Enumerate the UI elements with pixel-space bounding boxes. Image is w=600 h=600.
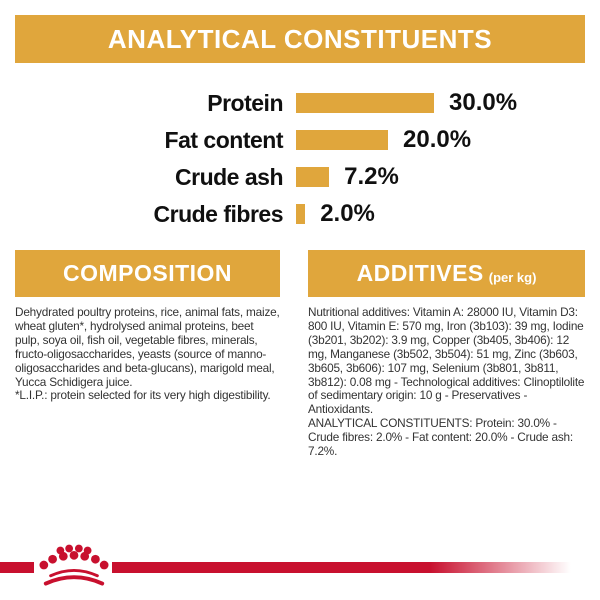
chart-value: 2.0% — [320, 200, 375, 227]
additives-text: Nutritional additives: Vitamin A: 28000 … — [308, 305, 585, 417]
chart-value: 20.0% — [403, 126, 472, 153]
additives-title: ADDITIVES — [356, 260, 484, 286]
analytical-constituents-header: ANALYTICAL CONSTITUENTS — [15, 15, 585, 63]
brand-stripe-right — [112, 562, 580, 573]
brand-stripe-left — [0, 562, 34, 573]
additives-analytical-text: ANALYTICAL CONSTITUENTS: Protein: 30.0% … — [308, 416, 573, 459]
chart-row-label: Crude fibres — [153, 200, 284, 227]
additives-header: ADDITIVES (per kg) — [308, 250, 585, 297]
chart-bar — [296, 167, 330, 187]
additives-title-suffix: (per kg) — [488, 269, 537, 285]
chart-row: Fat content 20.0% — [15, 126, 585, 153]
composition-footnote: *L.I.P.: protein selected for its very h… — [15, 388, 271, 403]
chart-bar — [296, 204, 306, 224]
chart-row: Protein 30.0% — [15, 89, 585, 116]
chart-row-label: Protein — [207, 89, 283, 116]
chart-value: 7.2% — [344, 163, 399, 190]
nutrition-bar-chart: Protein 30.0% Fat content 20.0% Crude as… — [15, 89, 585, 240]
chart-row-label: Fat content — [164, 126, 284, 153]
chart-value: 30.0% — [449, 89, 518, 116]
composition-text: Dehydrated poultry proteins, rice, anima… — [15, 305, 280, 389]
additives-section: ADDITIVES (per kg) Nutritional additives… — [308, 250, 585, 459]
royal-canin-crown-icon — [38, 542, 110, 592]
info-columns: COMPOSITION Dehydrated poultry proteins,… — [15, 250, 585, 459]
chart-row: Crude fibres 2.0% — [15, 200, 585, 227]
composition-header: COMPOSITION — [15, 250, 280, 297]
chart-bar — [296, 130, 388, 150]
page-title: ANALYTICAL CONSTITUENTS — [107, 23, 493, 54]
chart-bar — [296, 93, 434, 113]
composition-title: COMPOSITION — [62, 260, 233, 286]
composition-section: COMPOSITION Dehydrated poultry proteins,… — [15, 250, 280, 459]
chart-row: Crude ash 7.2% — [15, 163, 585, 190]
chart-row-label: Crude ash — [175, 163, 283, 190]
